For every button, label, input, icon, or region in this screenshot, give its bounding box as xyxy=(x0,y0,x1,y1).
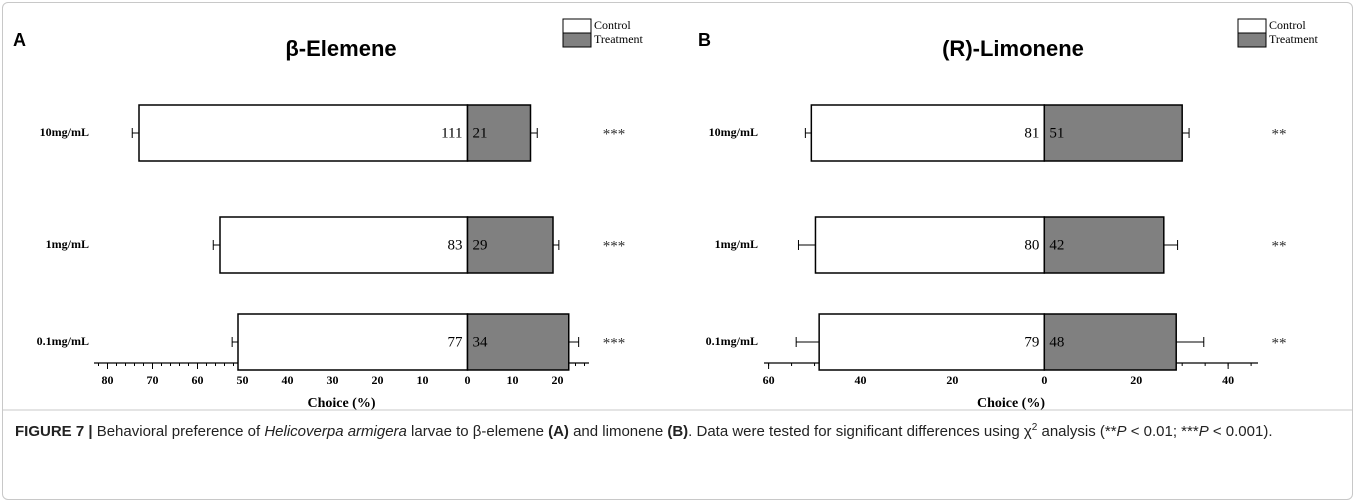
x-tick-label: 10 xyxy=(417,373,429,387)
x-tick-label: 0 xyxy=(465,373,471,387)
bar xyxy=(138,104,469,162)
legend-label: Control xyxy=(594,18,631,32)
x-tick-label: 40 xyxy=(855,373,867,387)
legend-swatch xyxy=(562,18,592,34)
significance: *** xyxy=(603,238,626,254)
bar xyxy=(466,313,570,371)
caption-run: Helicoverpa armigera xyxy=(264,423,407,440)
bar xyxy=(219,216,469,274)
caption-run: larvae to β-elemene xyxy=(406,423,549,440)
x-tick-label: 20 xyxy=(372,373,384,387)
caption-run: (B) xyxy=(667,423,689,440)
caption-run: < 0.001). xyxy=(1208,423,1273,440)
count-label: 111 xyxy=(441,125,462,141)
bar xyxy=(1043,104,1183,162)
count-label: 29 xyxy=(473,237,488,253)
caption-run: Behavioral preference of xyxy=(92,423,265,440)
count-label: 81 xyxy=(1024,125,1039,141)
category-label: 1mg/mL xyxy=(715,237,758,251)
legend-label: Treatment xyxy=(1269,32,1319,46)
bar xyxy=(237,313,469,371)
legend-label: Treatment xyxy=(594,32,644,46)
bar xyxy=(818,313,1046,371)
x-tick-label: 40 xyxy=(1222,373,1234,387)
significance: ** xyxy=(1272,126,1287,142)
chart-title: β-Elemene xyxy=(285,36,396,61)
count-label: 42 xyxy=(1049,237,1064,253)
x-tick-label: 60 xyxy=(192,373,204,387)
x-tick-label: 20 xyxy=(1130,373,1142,387)
category-label: 10mg/mL xyxy=(40,125,89,139)
x-tick-label: 30 xyxy=(327,373,339,387)
bar xyxy=(1043,313,1177,371)
significance: *** xyxy=(603,335,626,351)
x-tick-label: 20 xyxy=(552,373,564,387)
panel-letter: B xyxy=(698,30,711,50)
count-label: 48 xyxy=(1049,334,1064,350)
x-axis-label: Choice (%) xyxy=(977,396,1045,411)
category-label: 0.1mg/mL xyxy=(37,334,89,348)
bar xyxy=(810,104,1046,162)
count-label: 83 xyxy=(448,237,463,253)
x-tick-label: 70 xyxy=(147,373,159,387)
x-tick-label: 80 xyxy=(102,373,114,387)
legend-label: Control xyxy=(1269,18,1306,32)
count-label: 21 xyxy=(473,125,488,141)
category-label: 0.1mg/mL xyxy=(706,334,758,348)
count-label: 80 xyxy=(1024,237,1039,253)
legend-swatch xyxy=(1237,32,1267,48)
count-label: 34 xyxy=(473,334,489,350)
x-tick-label: 20 xyxy=(946,373,958,387)
caption-run: analysis (** xyxy=(1037,423,1117,440)
legend-swatch xyxy=(562,32,592,48)
significance: *** xyxy=(603,126,626,142)
caption: FIGURE 7 | Behavioral preference of Heli… xyxy=(15,421,1335,443)
category-label: 10mg/mL xyxy=(709,125,758,139)
caption-run: < 0.01; *** xyxy=(1126,423,1199,440)
caption-run: 2 xyxy=(1031,422,1038,433)
x-tick-label: 50 xyxy=(237,373,249,387)
panel-letter: A xyxy=(13,30,26,50)
x-tick-label: 40 xyxy=(282,373,294,387)
x-tick-label: 10 xyxy=(507,373,519,387)
x-axis-label: Choice (%) xyxy=(307,396,375,411)
caption-run: FIGURE 7 | xyxy=(15,423,93,440)
bar xyxy=(814,216,1046,274)
caption-run: P xyxy=(1198,423,1209,440)
count-label: 79 xyxy=(1024,334,1039,350)
count-label: 51 xyxy=(1049,125,1064,141)
caption-run: (A) xyxy=(548,423,569,440)
bar xyxy=(1043,216,1165,274)
category-label: 1mg/mL xyxy=(46,237,89,251)
x-tick-label: 0 xyxy=(1041,373,1047,387)
legend-swatch xyxy=(1237,18,1267,34)
count-label: 77 xyxy=(448,334,464,350)
x-tick-label: 60 xyxy=(763,373,775,387)
bar xyxy=(466,216,554,274)
significance: ** xyxy=(1272,335,1287,351)
significance: ** xyxy=(1272,238,1287,254)
bar xyxy=(466,104,532,162)
caption-run: and limonene xyxy=(568,423,668,440)
caption-run: P xyxy=(1116,423,1127,440)
caption-run: . Data were tested for significant diffe… xyxy=(688,423,1032,440)
chart-title: (R)-Limonene xyxy=(942,36,1084,61)
